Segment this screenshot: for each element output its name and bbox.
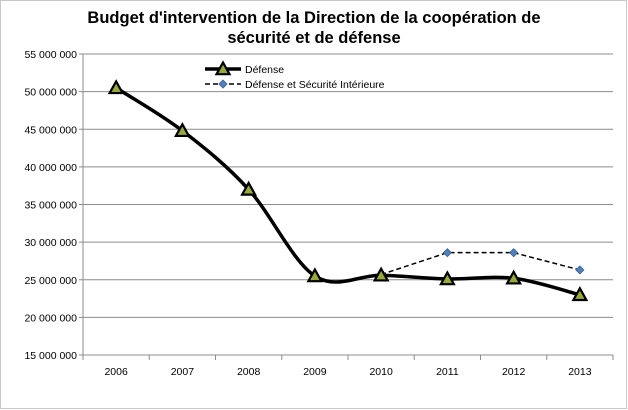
y-tick-label: 30 000 000 bbox=[24, 237, 77, 249]
series-line-defense bbox=[115, 86, 581, 297]
legend: Défense Défense et Sécurité Intérieure bbox=[205, 60, 385, 91]
chart-title-line1: Budget d'intervention de la Direction de… bbox=[87, 9, 540, 27]
x-tick-label: 2007 bbox=[171, 366, 195, 378]
grid-layer bbox=[83, 53, 613, 318]
y-tick-label: 50 000 000 bbox=[24, 87, 77, 99]
x-tick-label: 2008 bbox=[237, 366, 261, 378]
y-tick-label: 20 000 000 bbox=[24, 312, 77, 324]
x-tick-label: 2009 bbox=[303, 366, 327, 378]
legend-label-defense: Défense bbox=[245, 64, 284, 76]
data-point-defense bbox=[240, 180, 257, 196]
x-tick-label: 2013 bbox=[568, 366, 592, 378]
data-point-defense bbox=[372, 266, 390, 282]
data-point-defense-securite-interieure bbox=[509, 248, 519, 258]
x-tick-label: 2010 bbox=[369, 366, 393, 378]
chart-title-line2: sécurité et de défense bbox=[227, 29, 400, 47]
y-tick-label: 45 000 000 bbox=[24, 124, 77, 136]
data-point-defense-securite-interieure bbox=[442, 248, 452, 258]
y-tick-label: 25 000 000 bbox=[24, 275, 77, 287]
y-tick-label: 40 000 000 bbox=[24, 162, 77, 174]
y-tick-label: 55 000 000 bbox=[24, 49, 77, 61]
data-point-defense bbox=[571, 286, 589, 302]
data-point-defense bbox=[107, 79, 125, 95]
data-point-defense bbox=[306, 267, 324, 283]
data-point-defense-securite-interieure bbox=[575, 265, 585, 275]
data-point-defense bbox=[439, 270, 456, 286]
legend-label-defense-securite-interieure: Défense et Sécurité Intérieure bbox=[245, 79, 385, 91]
x-tick-label: 2011 bbox=[436, 366, 459, 378]
legend-marker-defense-securite-interieure bbox=[218, 79, 228, 89]
data-point-defense bbox=[174, 121, 191, 138]
x-tick-label: 2012 bbox=[502, 366, 526, 378]
x-tick-label: 2006 bbox=[104, 366, 128, 378]
axis-layer: 15 000 000 20 000 000 25 000 000 30 000 000… bbox=[24, 49, 614, 378]
y-tick-label: 15 000 000 bbox=[24, 350, 77, 362]
y-tick-label: 35 000 000 bbox=[24, 200, 77, 212]
series-layer bbox=[107, 79, 589, 302]
legend-marker-defense bbox=[214, 60, 232, 76]
data-point-defense bbox=[505, 269, 522, 285]
series-line-defense-securite-interieure bbox=[380, 251, 581, 276]
